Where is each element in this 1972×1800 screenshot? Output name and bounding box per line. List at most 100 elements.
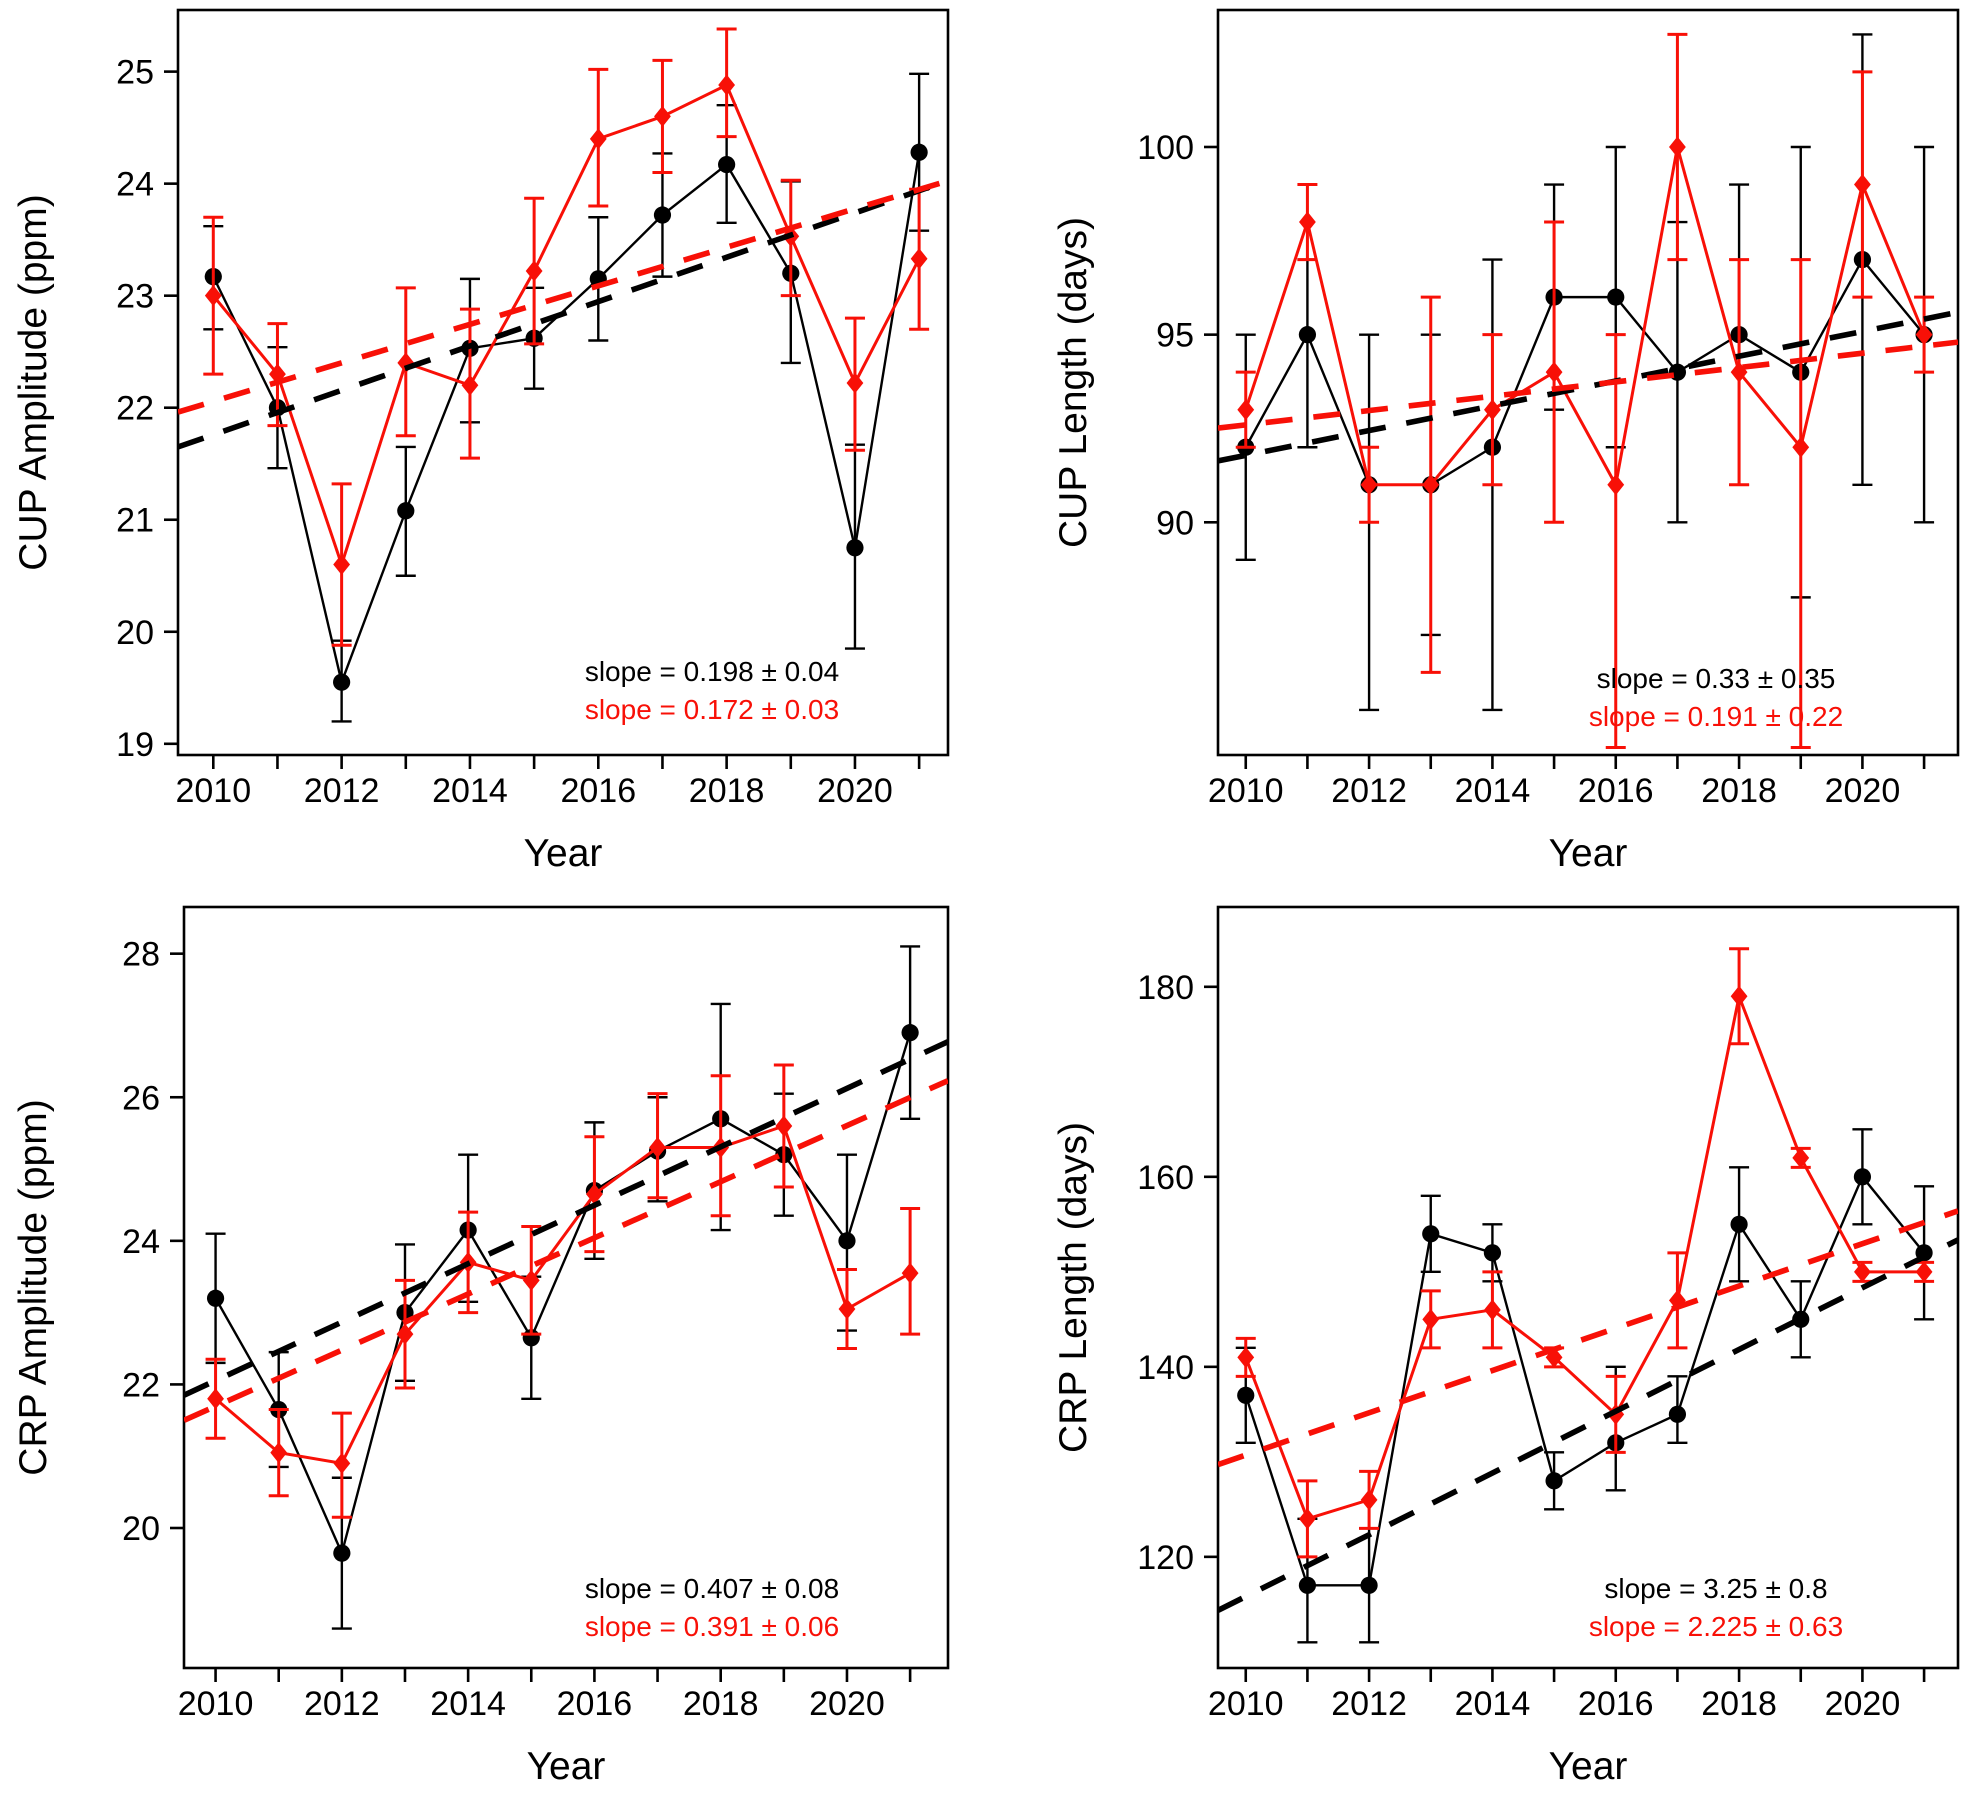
x-tick-label: 2012 [304,1685,380,1723]
data-point [206,1289,225,1307]
data-point [1792,436,1810,458]
data-point [1853,1168,1872,1186]
y-tick-label: 120 [1137,1539,1194,1577]
x-tick-label: 2016 [1578,1685,1654,1723]
x-axis: 2010 2012 2014 2016 2018 2020 [1208,755,1926,810]
series-red [1235,32,1935,749]
data-point [1299,1508,1316,1530]
trend-line-black [1218,309,1958,464]
data-point [910,143,928,161]
x-tick-label: 2016 [560,772,636,810]
series-red [1235,947,1935,1559]
x-axis: 2010 2012 2014 2016 2018 2020 [1208,1668,1926,1723]
trend-line-black [184,1039,948,1398]
data-point [333,1452,351,1474]
trend-line-red [178,178,948,415]
x-tick-label: 2018 [683,1685,759,1723]
data-point [207,1388,224,1410]
series-line-black [212,152,921,687]
data-point [1360,474,1378,496]
data-point [204,285,222,307]
data-point [1237,1346,1255,1368]
y-tick-label: 22 [116,390,154,428]
series-red [205,1063,921,1519]
y-axis-title: CUP Amplitude (ppm) [12,194,55,570]
data-point [461,374,479,396]
data-point [1854,1261,1871,1283]
series-line-black [214,1032,912,1557]
data-point [333,1544,351,1562]
y-tick-label: 160 [1137,1159,1194,1197]
data-point [1422,1308,1440,1330]
data-point [1607,288,1625,306]
x-axis: 2010 2012 2014 2016 2018 2020 [175,755,921,810]
y-tick-label: 140 [1137,1349,1194,1387]
data-point [333,554,351,576]
y-tick-label: 23 [116,278,154,316]
x-tick-label: 2014 [1455,772,1531,810]
slope-label-black: slope = 0.407 ± 0.08 [585,1573,839,1604]
x-axis-title: Year [1549,832,1628,875]
plot-box [1216,8,1960,757]
plot-box [176,8,950,757]
series-line-red [1244,146,1926,490]
y-tick-label: 26 [122,1079,160,1117]
data-point [1298,1576,1317,1594]
data-point [1237,1386,1255,1404]
series-black [1235,33,1935,712]
data-point [838,1298,856,1320]
x-tick-label: 2010 [1208,772,1284,810]
trend-line-black [178,178,948,450]
data-point [1484,1299,1501,1321]
x-tick-label: 2014 [1455,1685,1531,1723]
trend-line-red [1218,1208,1958,1468]
y-tick-label: 24 [122,1223,160,1261]
slope-label-red: slope = 0.172 ± 0.03 [585,694,839,725]
data-point [1669,136,1686,158]
data-point [1545,1472,1563,1490]
y-axis: 19 20 21 22 23 24 25 [116,54,178,764]
slope-label-black: slope = 0.33 ± 0.35 [1597,663,1836,694]
plot-box [1216,905,1960,1670]
trend-line-red [184,1078,948,1423]
x-tick-label: 2018 [689,772,765,810]
x-axis-title: Year [527,1745,606,1788]
data-point [1484,399,1501,421]
data-point [1915,1261,1933,1283]
data-point [718,74,736,96]
y-axis: 20 22 24 26 28 [122,936,184,1548]
data-point [846,372,864,394]
series-line-black [1244,257,1926,486]
x-tick-label: 2014 [432,772,508,810]
y-tick-label: 19 [116,726,154,764]
data-point [1360,1489,1378,1511]
data-point [1792,1147,1810,1169]
data-point [1607,474,1625,496]
x-tick-label: 2012 [1331,1685,1407,1723]
x-tick-label: 2010 [178,1685,254,1723]
series-line-black [1244,1174,1926,1587]
y-axis: 90 95 100 [1137,129,1218,542]
data-point [846,539,864,557]
data-point [396,1323,414,1345]
data-point [901,1024,919,1042]
data-point [1298,326,1317,344]
data-point [1237,399,1255,421]
data-point [1299,211,1316,233]
y-axis: 120 140 160 180 [1137,969,1218,1577]
y-tick-label: 28 [122,936,160,974]
data-point [1668,1405,1687,1423]
data-point [653,206,672,224]
x-tick-label: 2016 [1578,772,1654,810]
data-point [522,1269,540,1291]
slope-label-red: slope = 0.391 ± 0.06 [585,1611,839,1642]
data-point [397,502,415,520]
data-point [1730,1215,1748,1233]
data-point [910,248,928,270]
x-tick-label: 2020 [809,1685,885,1723]
data-point [1545,1346,1563,1368]
y-tick-label: 21 [116,502,154,540]
y-axis-title: CUP Length (days) [1052,217,1095,548]
